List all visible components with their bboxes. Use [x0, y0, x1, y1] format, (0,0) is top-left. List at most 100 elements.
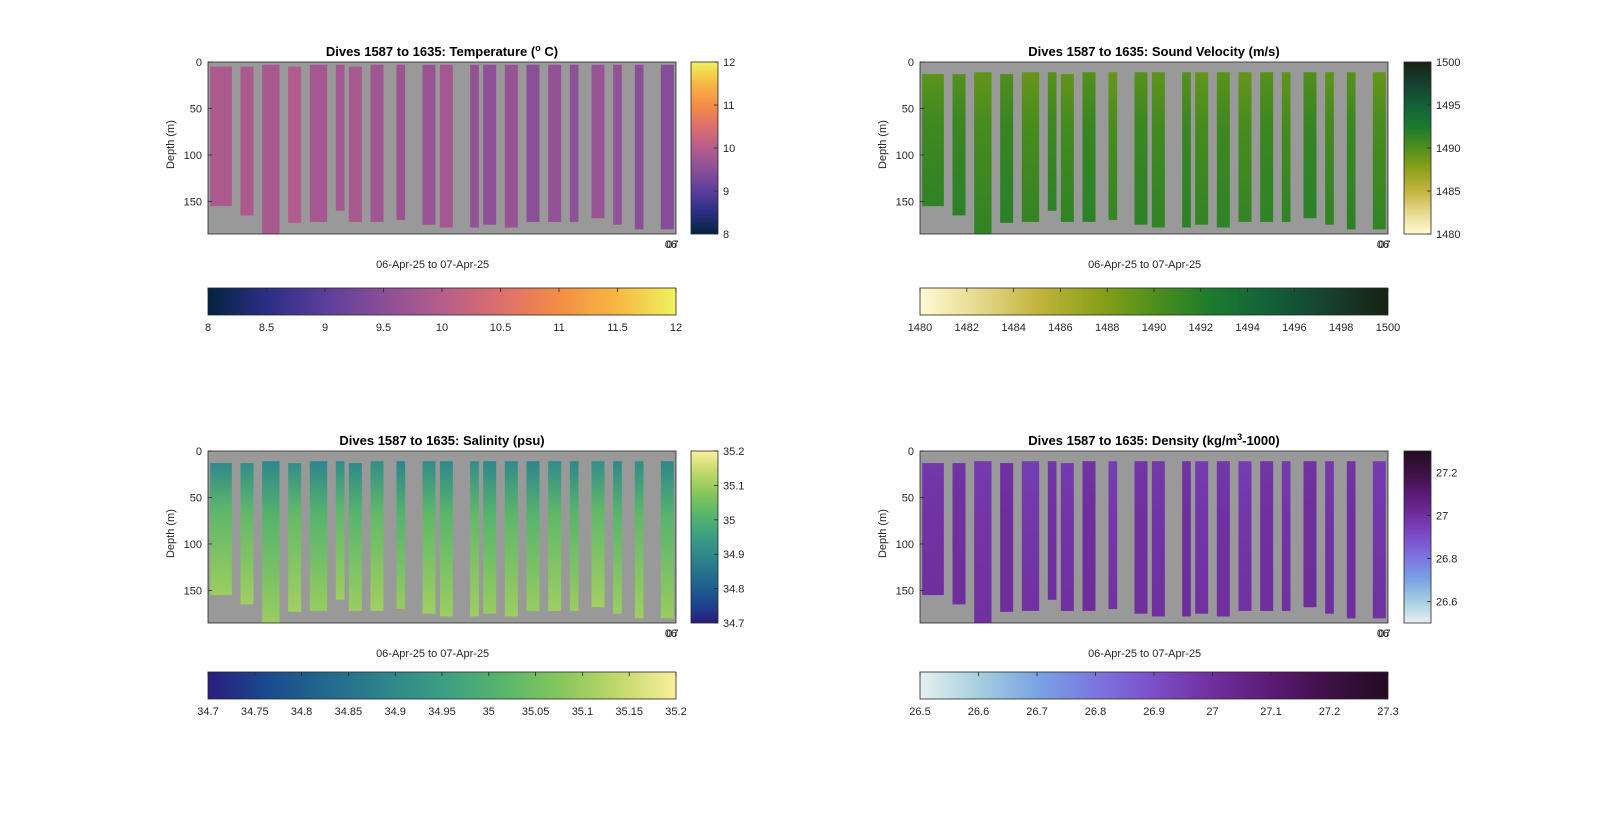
bottom-colorbar-tick-label: 1482: [955, 322, 979, 334]
y-tick-label: 150: [184, 196, 202, 208]
dive-column: [1195, 72, 1209, 225]
dive-column: [439, 461, 453, 617]
dive-column: [613, 461, 622, 614]
dive-column: [1346, 461, 1356, 619]
bottom-colorbar-tick-label: 34.75: [241, 706, 269, 718]
dive-column: [1021, 461, 1040, 611]
bottom-colorbar-tick-label: 8: [205, 322, 211, 334]
dive-column: [483, 461, 497, 614]
bottom-colorbar-tick-label: 9: [322, 322, 328, 334]
side-colorbar: [1403, 61, 1432, 235]
dive-column: [370, 461, 384, 611]
dive-column: [262, 461, 280, 623]
bottom-colorbar-tick-label: 26.5: [909, 706, 930, 718]
dive-column: [1047, 461, 1057, 600]
side-colorbar-tick-label: 8: [723, 229, 729, 241]
x-axis-label: 06-Apr-25 to 07-Apr-25: [376, 259, 489, 271]
x-axis-label: 06-Apr-25 to 07-Apr-25: [376, 648, 489, 660]
bottom-colorbar-tick-label: 26.6: [968, 706, 989, 718]
dive-column: [422, 461, 436, 614]
bottom-colorbar-tick-label: 1492: [1189, 322, 1213, 334]
y-tick-label: 0: [908, 446, 914, 458]
bottom-colorbar-tick-label: 9.5: [376, 322, 391, 334]
dive-column: [1082, 72, 1096, 222]
dive-column: [1281, 72, 1291, 222]
dive-column: [1238, 461, 1252, 611]
y-axis-label: Depth (m): [165, 120, 177, 169]
side-colorbar-tick-label: 1485: [1436, 186, 1460, 198]
x-tick-label: 07: [1378, 628, 1390, 640]
bottom-colorbar-tick-label: 1488: [1095, 322, 1119, 334]
dive-column: [526, 461, 540, 611]
side-colorbar-tick-label: 1495: [1436, 100, 1460, 112]
bottom-colorbar-tick-label: 34.8: [291, 706, 312, 718]
dive-column: [1047, 72, 1057, 211]
dive-column: [660, 461, 674, 619]
bottom-colorbar-tick-label: 8.5: [259, 322, 274, 334]
bottom-colorbar-tick-label: 35.2: [665, 706, 686, 718]
dive-column: [240, 66, 254, 216]
dive-column: [922, 463, 944, 596]
dive-column: [1151, 72, 1165, 228]
dive-column: [1182, 72, 1191, 228]
dive-column: [1060, 463, 1074, 611]
dive-column: [1303, 72, 1317, 219]
dive-column: [1151, 461, 1165, 617]
dive-column: [1195, 461, 1209, 614]
dive-column: [952, 74, 966, 216]
dive-column: [348, 463, 362, 611]
side-colorbar-tick-label: 1480: [1436, 229, 1460, 241]
axes-frame: [207, 61, 677, 235]
axes-frame: [207, 450, 677, 624]
dive-column: [483, 64, 497, 225]
side-colorbar-tick-label: 11: [723, 100, 734, 112]
bottom-colorbar-tick-label: 27.3: [1377, 706, 1398, 718]
bottom-colorbar-tick-label: 1486: [1048, 322, 1072, 334]
dive-column: [526, 64, 540, 222]
bottom-colorbar-tick-label: 34.95: [428, 706, 456, 718]
side-colorbar-tick-label: 26.8: [1436, 554, 1457, 566]
dive-column: [309, 64, 328, 222]
dive-column: [335, 461, 345, 600]
dive-column: [470, 64, 479, 228]
dive-column: [591, 461, 605, 608]
side-colorbar-tick-label: 1500: [1436, 57, 1460, 69]
dive-column: [422, 64, 436, 225]
side-colorbar-tick-label: 27.2: [1436, 468, 1457, 480]
bottom-colorbar: [207, 287, 677, 316]
y-tick-label: 0: [196, 57, 202, 69]
dive-column: [922, 74, 944, 207]
bottom-colorbar-tick-label: 1496: [1282, 322, 1306, 334]
dive-column: [288, 463, 302, 612]
y-tick-label: 150: [896, 585, 914, 597]
dive-column: [240, 463, 254, 605]
dive-column: [1134, 72, 1148, 225]
bottom-colorbar-tick-label: 11.5: [607, 322, 628, 334]
dive-column: [348, 66, 362, 222]
chart-title: Dives 1587 to 1635: Sound Velocity (m/s): [1028, 44, 1279, 59]
dive-column: [548, 461, 562, 611]
y-tick-label: 50: [190, 492, 202, 504]
bottom-colorbar-tick-label: 1500: [1376, 322, 1400, 334]
chart-title: Dives 1587 to 1635: Temperature (o C): [326, 43, 558, 59]
y-tick-label: 0: [196, 446, 202, 458]
x-tick-label: 06: [665, 239, 677, 251]
bottom-colorbar-tick-label: 27.1: [1260, 706, 1281, 718]
bottom-colorbar-tick-label: 10.5: [490, 322, 511, 334]
bottom-colorbar-tick-label: 26.8: [1085, 706, 1106, 718]
dive-column: [1134, 461, 1148, 614]
dive-column: [288, 66, 302, 223]
dive-column: [613, 64, 622, 225]
bottom-colorbar-tick-label: 10: [436, 322, 448, 334]
y-tick-label: 0: [908, 57, 914, 69]
dive-column: [1216, 461, 1230, 617]
bottom-colorbar: [919, 671, 1389, 700]
bottom-colorbar-tick-label: 12: [670, 322, 682, 334]
bottom-colorbar-tick-label: 35.05: [522, 706, 550, 718]
dive-column: [504, 64, 518, 228]
dive-column: [1000, 74, 1014, 223]
side-colorbar-tick-label: 35.2: [723, 446, 744, 458]
